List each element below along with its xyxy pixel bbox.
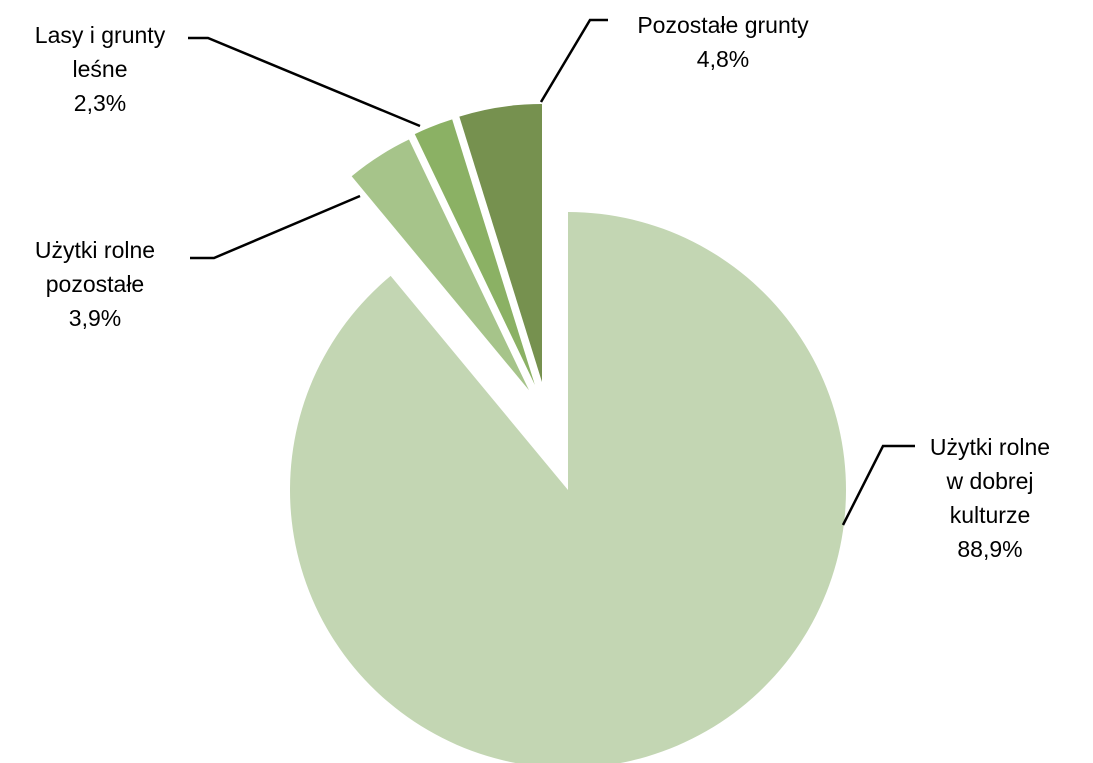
slice-name-line: Użytki rolne xyxy=(930,434,1050,460)
leader-line-pozostale-grunty xyxy=(539,18,608,103)
slice-name-line: Pozostałe grunty xyxy=(637,12,809,38)
pie-slice-lasy-i-grunty-lesne xyxy=(414,119,535,385)
slice-value-label: 4,8% xyxy=(697,46,749,72)
slice-name-line: kulturze xyxy=(950,502,1031,528)
slice-name-line: pozostałe xyxy=(46,271,144,297)
slice-value-label: 88,9% xyxy=(957,536,1022,562)
pie-slice-pozostale-grunty xyxy=(459,104,542,382)
slice-label-lasy-i-grunty-lesne: Lasy i grunty leśne 2,3% xyxy=(35,22,166,116)
leader-line-uzytki-rolne-w-dobrej-kulturze xyxy=(841,444,915,526)
pie-slice-uzytki-rolne-w-dobrej-kulturze xyxy=(290,212,846,763)
leader-line-lasy-i-grunty-lesne xyxy=(188,36,421,128)
slice-label-uzytki-rolne-pozostale: Użytki rolne pozostałe 3,9% xyxy=(35,237,155,331)
slice-label-uzytki-rolne-w-dobrej-kulturze: Użytki rolne w dobrej kulturze 88,9% xyxy=(930,434,1050,562)
slice-value-label: 2,3% xyxy=(74,90,126,116)
pie-slices xyxy=(290,104,846,763)
leader-lines xyxy=(188,18,915,526)
slice-label-pozostale-grunty: Pozostałe grunty 4,8% xyxy=(637,12,809,72)
leader-line-uzytki-rolne-pozostale xyxy=(190,194,361,260)
slice-name-line: Lasy i grunty xyxy=(35,22,166,48)
slice-value-label: 3,9% xyxy=(69,305,121,331)
slice-name-line: Użytki rolne xyxy=(35,237,155,263)
slice-labels: Użytki rolne w dobrej kulturze 88,9%Użytki … xyxy=(35,12,1050,562)
pie-slice-uzytki-rolne-pozostale xyxy=(351,139,530,391)
slice-name-line: leśne xyxy=(73,56,128,82)
slice-name-line: w dobrej xyxy=(946,468,1034,494)
